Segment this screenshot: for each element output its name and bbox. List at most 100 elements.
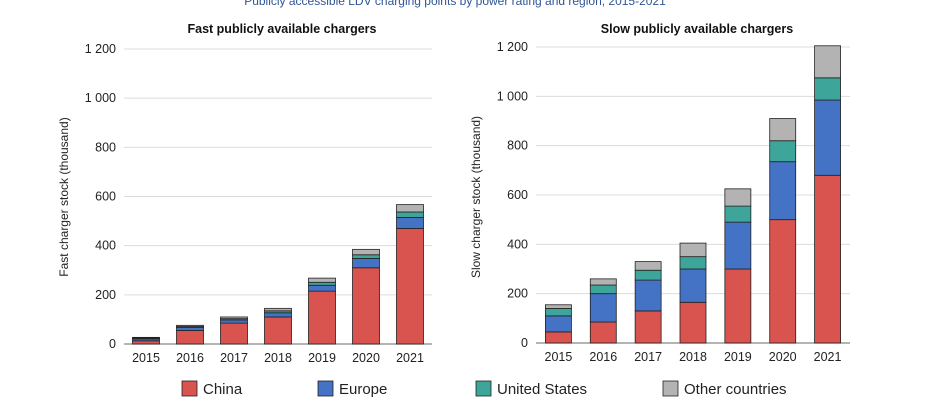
bar-segment bbox=[352, 254, 380, 259]
bar-segment bbox=[724, 188, 752, 207]
bar-segment bbox=[352, 248, 380, 256]
y-tick-label: 600 bbox=[507, 188, 528, 202]
bar-segment bbox=[176, 327, 204, 331]
bar-segment bbox=[679, 256, 707, 270]
bar-segment bbox=[308, 290, 336, 345]
x-tick-label: 2015 bbox=[545, 350, 573, 364]
y-tick-label: 1 000 bbox=[85, 91, 116, 105]
bar-segment bbox=[769, 161, 797, 221]
legend-swatch bbox=[181, 380, 198, 397]
bar-segment bbox=[634, 279, 662, 312]
legend-label: China bbox=[203, 381, 243, 398]
legend-item: Europe bbox=[317, 380, 387, 398]
y-tick-labels: 0 200 400 600 800 1 000 1 200 bbox=[497, 40, 528, 350]
bars bbox=[545, 45, 841, 344]
bar-segment bbox=[396, 211, 424, 218]
y-tick-label: 400 bbox=[95, 239, 116, 253]
bar-segment bbox=[545, 331, 572, 344]
bar-segment bbox=[814, 99, 841, 176]
x-tick-labels: 2015 2016 2017 2018 2019 2020 2021 bbox=[132, 351, 424, 365]
bar-segment bbox=[814, 45, 841, 79]
slow-chargers-chart: Slow publicly available chargers Slow ch… bbox=[469, 22, 850, 364]
bar-segment bbox=[176, 324, 204, 327]
bars bbox=[132, 204, 424, 345]
y-tick-label: 1 200 bbox=[497, 40, 528, 54]
x-tick-label: 2018 bbox=[679, 350, 707, 364]
bar-segment bbox=[396, 204, 424, 213]
bar-segment bbox=[679, 268, 707, 303]
x-tick-label: 2017 bbox=[634, 350, 662, 364]
x-tick-label: 2016 bbox=[589, 350, 617, 364]
x-tick-label: 2021 bbox=[396, 351, 424, 365]
y-axis-label: Slow charger stock (thousand) bbox=[469, 116, 483, 278]
legend-label: Europe bbox=[339, 381, 387, 398]
y-tick-label: 200 bbox=[507, 287, 528, 301]
legend-swatch bbox=[662, 380, 679, 397]
legend-item: United States bbox=[475, 380, 587, 398]
bar-segment bbox=[264, 312, 292, 318]
legend-swatch bbox=[317, 380, 334, 397]
bar-segment bbox=[679, 301, 707, 344]
legend-swatch bbox=[475, 380, 492, 397]
bar-segment bbox=[132, 340, 160, 345]
legend-label: United States bbox=[497, 381, 587, 398]
bar-segment bbox=[545, 308, 572, 317]
y-tick-label: 600 bbox=[95, 190, 116, 204]
bar-segment bbox=[634, 261, 662, 271]
y-tick-label: 400 bbox=[507, 237, 528, 251]
bar-segment bbox=[634, 310, 662, 344]
bar-segment bbox=[352, 267, 380, 345]
bar-segment bbox=[264, 316, 292, 345]
x-tick-label: 2017 bbox=[220, 351, 248, 365]
bar-segment bbox=[589, 321, 617, 344]
bar-segment bbox=[308, 281, 336, 286]
y-tick-label: 200 bbox=[95, 288, 116, 302]
x-tick-label: 2020 bbox=[352, 351, 380, 365]
x-tick-label: 2019 bbox=[724, 350, 752, 364]
legend-label: Other countries bbox=[684, 381, 787, 398]
legend: China Europe United States Other countries bbox=[181, 380, 787, 398]
bar-segment bbox=[589, 293, 617, 323]
bar-segment bbox=[545, 315, 572, 333]
bar-segment bbox=[308, 284, 336, 292]
y-tick-labels: 0 200 400 600 800 1 000 1 200 bbox=[85, 42, 116, 351]
bar-segment bbox=[220, 319, 248, 324]
gridlines bbox=[124, 48, 432, 345]
bar-segment bbox=[352, 258, 380, 269]
x-tick-label: 2020 bbox=[769, 350, 797, 364]
bar-segment bbox=[769, 140, 797, 163]
bar-segment bbox=[589, 284, 617, 295]
fast-chargers-chart: Fast publicly available chargers Fast ch… bbox=[57, 22, 432, 365]
bar-segment bbox=[264, 307, 292, 312]
y-tick-label: 0 bbox=[109, 337, 116, 351]
legend-item: Other countries bbox=[662, 380, 787, 398]
x-tick-labels: 2015 2016 2017 2018 2019 2020 2021 bbox=[545, 350, 842, 364]
y-axis-label: Fast charger stock (thousand) bbox=[57, 117, 71, 276]
bar-segment bbox=[396, 228, 424, 345]
gridlines bbox=[536, 46, 850, 344]
x-tick-label: 2018 bbox=[264, 351, 292, 365]
bar-segment bbox=[724, 268, 752, 344]
bar-segment bbox=[769, 118, 797, 142]
x-tick-label: 2021 bbox=[814, 350, 842, 364]
bar-segment bbox=[769, 219, 797, 344]
x-tick-label: 2019 bbox=[308, 351, 336, 365]
x-tick-label: 2015 bbox=[132, 351, 160, 365]
bar-segment bbox=[220, 316, 248, 320]
bar-segment bbox=[814, 77, 841, 101]
y-tick-label: 1 000 bbox=[497, 89, 528, 103]
y-tick-label: 800 bbox=[507, 139, 528, 153]
bar-segment bbox=[634, 269, 662, 281]
bar-segment bbox=[724, 221, 752, 270]
bar-segment bbox=[545, 304, 572, 309]
chart-title: Fast publicly available chargers bbox=[188, 22, 377, 36]
bar-segment bbox=[220, 322, 248, 345]
chart-title: Slow publicly available chargers bbox=[601, 22, 793, 36]
bar-segment bbox=[589, 278, 617, 286]
bar-segment bbox=[396, 216, 424, 229]
legend-item: China bbox=[181, 380, 243, 398]
figure-title: Publicly accessible LDV charging points … bbox=[244, 0, 666, 8]
bar-segment bbox=[176, 330, 204, 345]
y-tick-label: 800 bbox=[95, 140, 116, 154]
